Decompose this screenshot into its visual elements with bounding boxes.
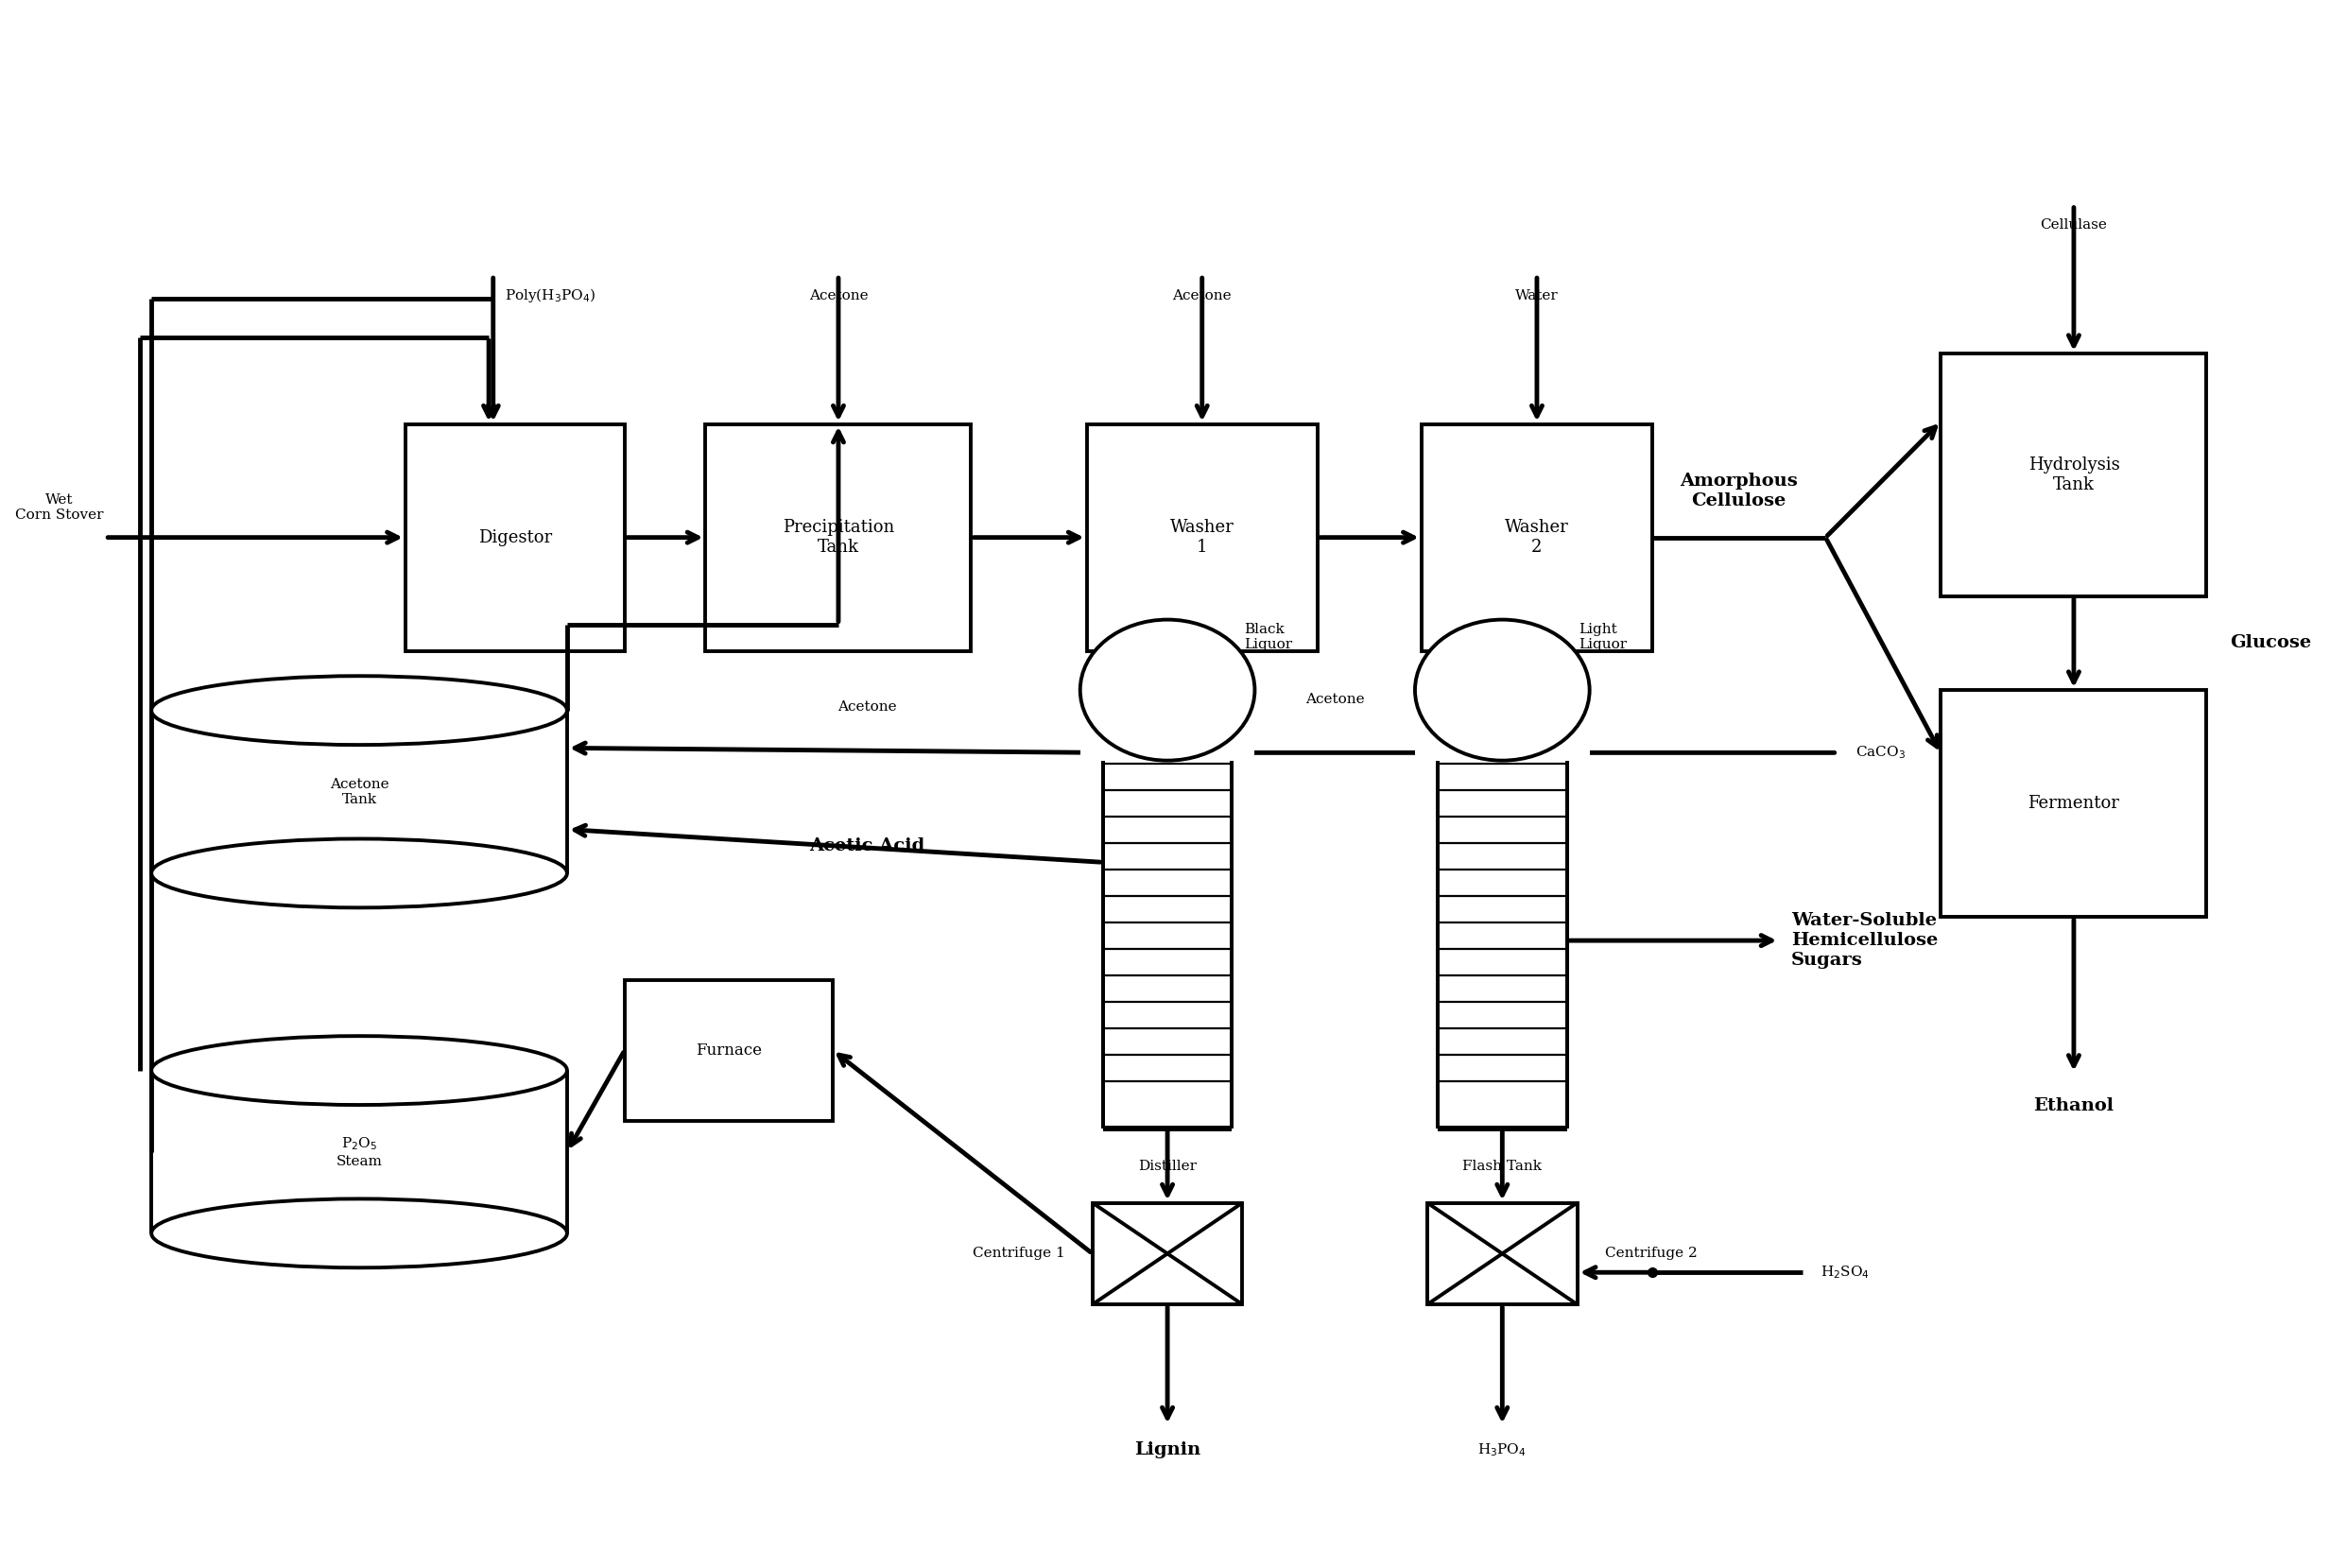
Text: Black
Liquor: Black Liquor xyxy=(1244,622,1291,651)
FancyBboxPatch shape xyxy=(1093,1203,1242,1305)
FancyBboxPatch shape xyxy=(1102,690,1233,1129)
FancyBboxPatch shape xyxy=(1414,690,1589,760)
Text: Glucose: Glucose xyxy=(2230,635,2311,652)
Text: Lignin: Lignin xyxy=(1135,1441,1200,1458)
Ellipse shape xyxy=(1081,619,1256,760)
FancyBboxPatch shape xyxy=(1086,423,1316,651)
Ellipse shape xyxy=(151,1200,566,1267)
FancyBboxPatch shape xyxy=(1438,1126,1568,1132)
Text: Distiller: Distiller xyxy=(1137,1160,1198,1173)
Text: H$_3$PO$_4$: H$_3$PO$_4$ xyxy=(1477,1441,1526,1458)
Text: Acetone
Tank: Acetone Tank xyxy=(329,778,389,806)
Text: Acetic Acid: Acetic Acid xyxy=(809,837,925,855)
Text: Water-Soluble
Hemicellulose
Sugars: Water-Soluble Hemicellulose Sugars xyxy=(1792,913,1939,969)
Text: Centrifuge 2: Centrifuge 2 xyxy=(1605,1247,1699,1261)
FancyBboxPatch shape xyxy=(1421,423,1652,651)
Text: P$_2$O$_5$
Steam: P$_2$O$_5$ Steam xyxy=(336,1135,382,1168)
Text: Flash Tank: Flash Tank xyxy=(1463,1160,1542,1173)
Text: Washer
2: Washer 2 xyxy=(1505,519,1568,555)
FancyBboxPatch shape xyxy=(706,423,972,651)
FancyBboxPatch shape xyxy=(151,1071,566,1234)
Text: Acetone: Acetone xyxy=(1305,693,1365,706)
Ellipse shape xyxy=(151,676,566,745)
FancyBboxPatch shape xyxy=(1081,690,1256,760)
Text: Water: Water xyxy=(1514,289,1559,303)
Text: Washer
1: Washer 1 xyxy=(1170,519,1235,555)
Text: Digestor: Digestor xyxy=(478,528,552,546)
FancyBboxPatch shape xyxy=(1941,690,2207,917)
Text: Poly(H$_3$PO$_4$): Poly(H$_3$PO$_4$) xyxy=(506,287,596,304)
Text: Acetone: Acetone xyxy=(839,701,897,713)
FancyBboxPatch shape xyxy=(1941,353,2207,596)
Text: Hydrolysis
Tank: Hydrolysis Tank xyxy=(2027,456,2120,494)
Text: Acetone: Acetone xyxy=(809,289,869,303)
FancyBboxPatch shape xyxy=(1438,690,1568,1129)
FancyBboxPatch shape xyxy=(624,980,832,1121)
Ellipse shape xyxy=(1414,619,1589,760)
Text: Acetone: Acetone xyxy=(1172,289,1233,303)
Ellipse shape xyxy=(151,1036,566,1105)
FancyBboxPatch shape xyxy=(1428,1203,1577,1305)
Text: CaCO$_3$: CaCO$_3$ xyxy=(1855,745,1906,760)
Text: H$_2$SO$_4$: H$_2$SO$_4$ xyxy=(1822,1264,1871,1281)
Text: Light
Liquor: Light Liquor xyxy=(1577,622,1626,651)
FancyBboxPatch shape xyxy=(1102,1126,1233,1132)
Text: Amorphous
Cellulose: Amorphous Cellulose xyxy=(1680,472,1799,510)
Text: Wet
Corn Stover: Wet Corn Stover xyxy=(14,494,103,522)
Text: Ethanol: Ethanol xyxy=(2034,1098,2113,1115)
FancyBboxPatch shape xyxy=(151,710,566,873)
Text: Precipitation
Tank: Precipitation Tank xyxy=(783,519,895,555)
Text: Centrifuge 1: Centrifuge 1 xyxy=(972,1247,1065,1261)
FancyBboxPatch shape xyxy=(405,423,624,651)
Ellipse shape xyxy=(151,839,566,908)
Text: Cellulase: Cellulase xyxy=(2041,218,2106,232)
Text: Furnace: Furnace xyxy=(697,1043,762,1058)
Text: Fermentor: Fermentor xyxy=(2027,795,2120,812)
